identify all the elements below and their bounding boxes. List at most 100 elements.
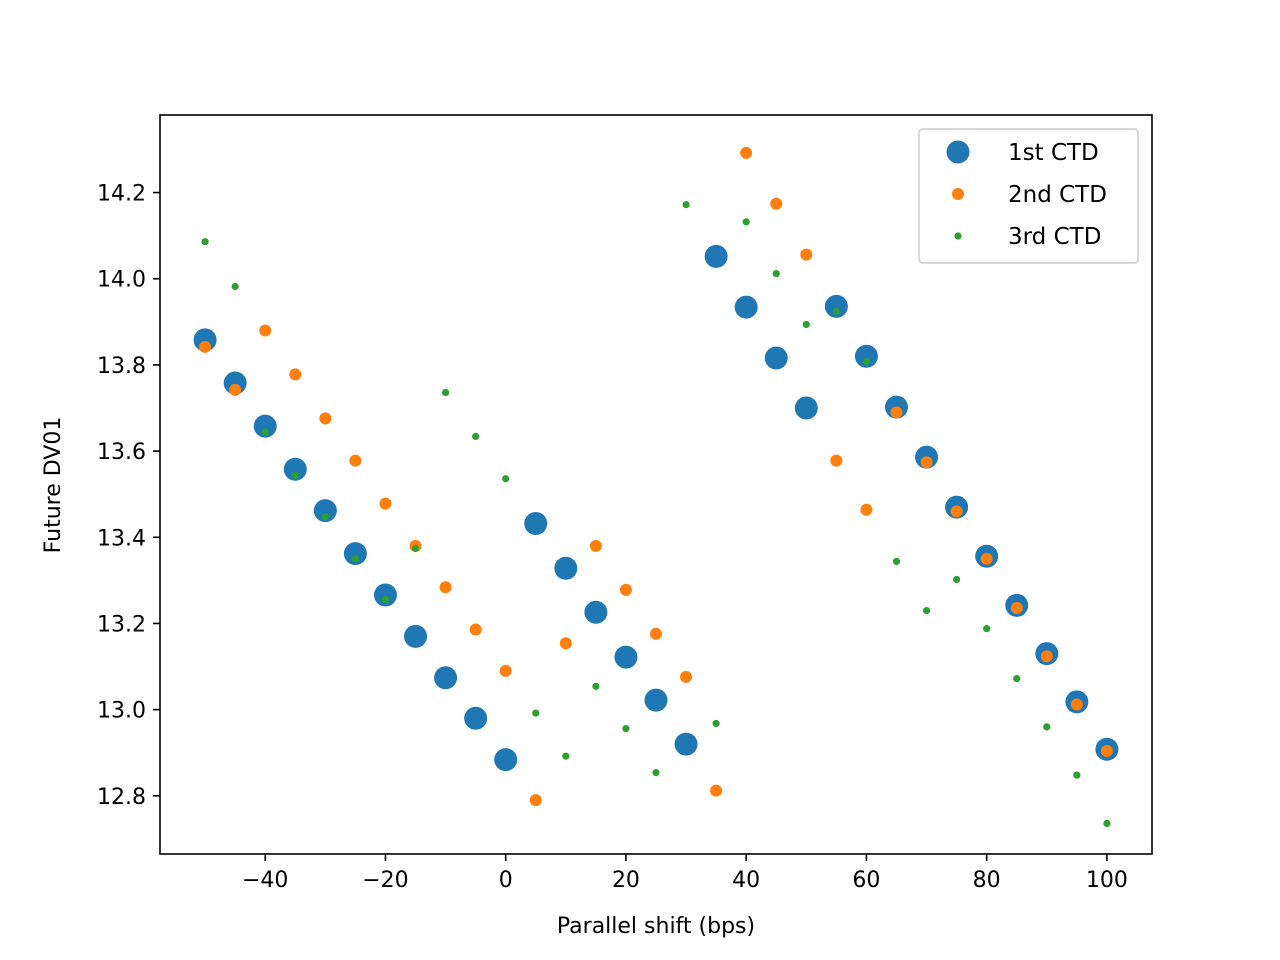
legend-entry: 3rd CTD xyxy=(954,224,1101,250)
data-point xyxy=(832,307,840,316)
data-point xyxy=(1040,650,1053,663)
x-axis: −40 −20 0 20 40 60 80 100 xyxy=(242,854,1128,893)
data-point xyxy=(434,666,458,690)
data-point xyxy=(980,552,993,565)
data-point xyxy=(472,432,480,441)
data-point xyxy=(532,709,540,717)
data-point xyxy=(319,412,332,425)
data-point xyxy=(770,197,783,210)
data-points xyxy=(193,146,1119,828)
data-point xyxy=(983,625,991,633)
data-point xyxy=(592,682,600,690)
data-point xyxy=(830,454,843,467)
data-point xyxy=(439,581,452,594)
y-axis-label: Future DV01 xyxy=(41,417,66,554)
data-point xyxy=(734,295,758,319)
data-point xyxy=(411,544,420,553)
data-point xyxy=(469,623,482,636)
data-point xyxy=(824,294,848,318)
series-1 xyxy=(193,244,1119,772)
data-point xyxy=(589,539,602,552)
data-point xyxy=(351,555,359,563)
legend-marker xyxy=(946,140,970,164)
data-point xyxy=(614,645,638,669)
legend-label: 2nd CTD xyxy=(1008,182,1107,208)
y-tick-label: 13.6 xyxy=(97,440,146,465)
data-point xyxy=(231,282,239,291)
data-point xyxy=(890,406,903,419)
data-point xyxy=(794,396,818,420)
data-point xyxy=(920,456,933,469)
data-point xyxy=(622,725,630,733)
legend-label: 3rd CTD xyxy=(1008,224,1101,250)
data-point xyxy=(562,752,570,760)
data-point xyxy=(950,505,963,518)
data-point xyxy=(650,627,662,640)
x-tick-label: −40 xyxy=(242,868,288,893)
data-point xyxy=(764,346,788,370)
data-point xyxy=(441,388,450,397)
data-point xyxy=(404,624,428,648)
data-point xyxy=(494,748,518,772)
data-point xyxy=(742,218,750,226)
data-point xyxy=(802,320,810,329)
legend-entry: 1st CTD xyxy=(946,140,1099,166)
data-point xyxy=(922,606,931,615)
data-point xyxy=(349,454,362,467)
y-axis: 12.8 13.0 13.2 13.4 13.6 13.8 14.0 14.2 xyxy=(97,182,160,810)
data-point xyxy=(674,732,698,756)
y-tick-label: 13.0 xyxy=(97,699,146,724)
data-point xyxy=(321,513,329,521)
data-point xyxy=(313,499,337,523)
data-point xyxy=(644,688,668,712)
data-point xyxy=(201,238,209,246)
data-point xyxy=(524,512,548,535)
data-point xyxy=(499,664,512,677)
data-point xyxy=(860,503,873,516)
data-point xyxy=(291,471,299,479)
data-point xyxy=(261,428,269,436)
data-point xyxy=(289,368,302,381)
data-point xyxy=(199,340,212,353)
data-point xyxy=(1103,819,1111,828)
data-point xyxy=(253,414,277,438)
data-point xyxy=(373,583,397,607)
data-point xyxy=(712,719,720,728)
data-point xyxy=(682,201,690,209)
legend-box xyxy=(918,128,1139,264)
y-tick-label: 14.0 xyxy=(97,268,146,293)
data-point xyxy=(381,595,390,603)
x-tick-label: 80 xyxy=(973,868,1001,893)
series-3 xyxy=(201,201,1111,828)
data-point xyxy=(710,784,723,797)
data-point xyxy=(229,383,242,396)
data-point xyxy=(259,324,272,337)
x-axis-label: Parallel shift (bps) xyxy=(557,914,755,939)
data-point xyxy=(1013,675,1021,683)
legend-marker xyxy=(952,188,964,200)
data-point xyxy=(584,600,608,624)
data-point xyxy=(529,794,542,807)
data-point xyxy=(1100,745,1113,758)
y-tick-label: 13.4 xyxy=(97,526,146,551)
data-point xyxy=(680,670,693,683)
y-tick-label: 13.2 xyxy=(97,612,146,637)
data-point xyxy=(283,457,307,481)
data-point xyxy=(740,146,753,159)
plot-frame xyxy=(159,114,1153,855)
data-point xyxy=(704,244,728,268)
data-point xyxy=(559,637,572,650)
x-tick-label: 20 xyxy=(612,868,640,893)
data-point xyxy=(862,357,871,366)
legend-entry: 2nd CTD xyxy=(952,182,1107,208)
data-point xyxy=(554,556,578,580)
data-point xyxy=(343,542,367,566)
data-point xyxy=(464,706,488,730)
data-point xyxy=(379,497,392,510)
data-point xyxy=(854,344,878,368)
x-tick-label: 40 xyxy=(732,868,760,893)
data-point xyxy=(772,269,780,278)
x-tick-label: 60 xyxy=(852,868,880,893)
data-point xyxy=(1070,698,1083,711)
y-tick-label: 12.8 xyxy=(97,785,146,810)
